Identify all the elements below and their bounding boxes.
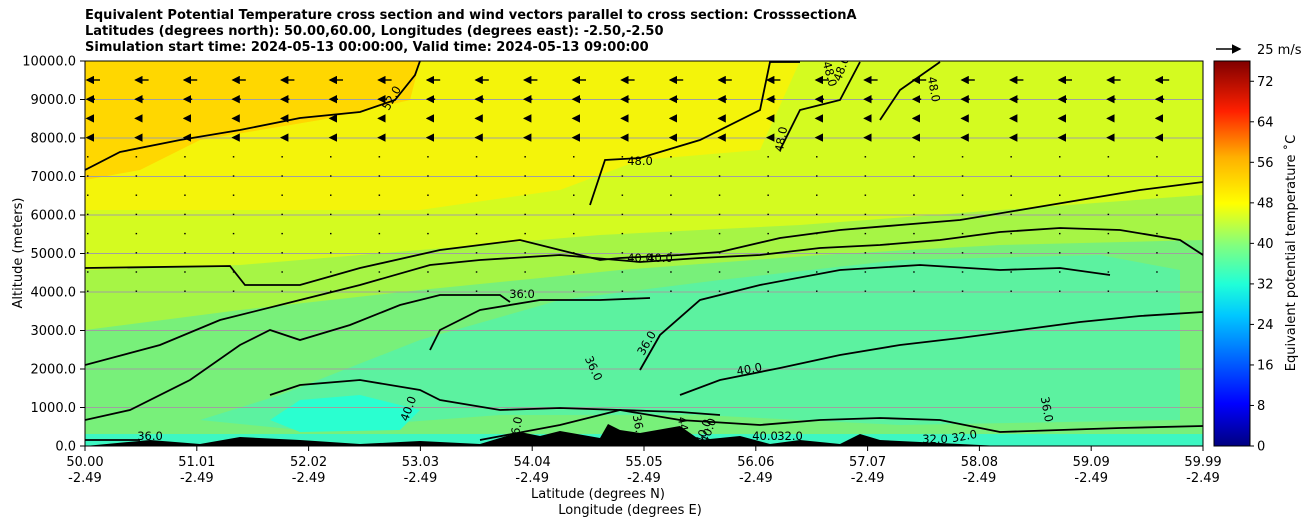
y-tick-label: 1000.0 (31, 401, 77, 416)
contour-label: 36.0 (137, 429, 163, 443)
x-tick-label-lon: -2.49 (404, 471, 438, 486)
chart-title: Equivalent Potential Temperature cross s… (85, 8, 857, 56)
x-tick-label-lat: 58.08 (961, 455, 998, 470)
x-tick-label-lat: 59.99 (1184, 455, 1221, 470)
y-tick-label: 4000.0 (31, 286, 77, 301)
colorbar-tick-label: 40 (1257, 237, 1274, 252)
y-axis-label: Altitude (meters) (11, 198, 26, 309)
contour-label: 40.0 (752, 429, 778, 443)
cold-core (200, 255, 1180, 430)
y-axis-ticks: 0.0 1000.0 2000.0 3000.0 4000.0 5000.0 6000.0 7… (22, 55, 85, 455)
y-tick-label: 3000.0 (31, 324, 77, 339)
colorbar-tick-label: 24 (1257, 318, 1274, 333)
x-tick-label-lon: -2.49 (292, 471, 326, 486)
title-line-3: Simulation start time: 2024-05-13 00:00:… (85, 40, 649, 55)
x-axis-label: Latitude (degrees N) (531, 487, 665, 502)
colorbar-ticks: 0 8 16 24 32 40 48 56 64 72 (1250, 75, 1274, 455)
contour-label: 40.0 (627, 251, 653, 265)
x-tick-label-lat: 59.09 (1073, 455, 1110, 470)
x-axis-ticks: 50.00-2.4951.01-2.4952.02-2.4953.03-2.49… (66, 446, 1222, 486)
y-tick-label: 9000.0 (31, 93, 77, 108)
colorbar-tick-label: 64 (1257, 115, 1274, 130)
colorbar-tick-label: 0 (1257, 440, 1265, 455)
x-tick-label-lat: 53.03 (402, 455, 439, 470)
x-tick-label-lon: -2.49 (627, 471, 661, 486)
y-tick-label: 10000.0 (22, 55, 76, 70)
wind-vectors (85, 75, 1170, 292)
terrain (85, 424, 1203, 446)
contour-lines (85, 61, 1203, 441)
y-tick-label: 6000.0 (31, 209, 77, 224)
title-line-1: Equivalent Potential Temperature cross s… (85, 8, 857, 23)
contour-label: 36.0 (1038, 395, 1056, 423)
contour-surface (479, 409, 1203, 441)
contour-label: 40.0 (647, 251, 673, 265)
contour-36 (85, 264, 1111, 421)
x-tick-label-lat: 55.05 (625, 455, 662, 470)
contour-label: 48.0 (820, 60, 840, 88)
x-tick-label-lon: -2.49 (963, 471, 997, 486)
x-tick-label-lat: 57.07 (849, 455, 886, 470)
colorbar-label: Equivalent potential temperature ˚C (1283, 135, 1299, 371)
colorbar-tick-label: 8 (1257, 399, 1265, 414)
y-tick-label: 5000.0 (31, 247, 77, 262)
x-tick-label-lon: -2.49 (1074, 471, 1108, 486)
colorbar-tick-label: 32 (1257, 277, 1274, 292)
x-tick-label-lon: -2.49 (1186, 471, 1220, 486)
x-tick-label-lat: 56.06 (737, 455, 774, 470)
coldest-core (270, 395, 420, 432)
x-tick-label-lon: -2.49 (515, 471, 549, 486)
wind-key: 25 m/s (1216, 43, 1302, 58)
colorbar-tick-label: 48 (1257, 196, 1274, 211)
contour-label: 36.0 (509, 287, 535, 301)
contour-label: 48.0 (772, 125, 790, 153)
title-line-2: Latitudes (degrees north): 50.00,60.00, … (85, 24, 664, 39)
y-tick-label: 8000.0 (31, 132, 77, 147)
y-tick-label: 2000.0 (31, 363, 77, 378)
contour-52 (85, 61, 421, 171)
contour-label: 40.0 (735, 360, 763, 378)
contour-label: 48.0 (627, 154, 653, 168)
y-tick-label: 0.0 (55, 440, 76, 455)
hot-region (85, 61, 420, 180)
colorbar-tick-label: 72 (1257, 75, 1274, 90)
x-tick-label-lon: -2.49 (851, 471, 885, 486)
contour-label: 32.0 (777, 429, 803, 443)
x-tick-label-lat: 54.04 (514, 455, 551, 470)
contour-48 (589, 61, 941, 206)
contour-40-upper (85, 181, 1203, 286)
x-tick-label-lat: 50.00 (66, 455, 103, 470)
wind-key-label: 25 m/s (1257, 43, 1302, 58)
x-tick-label-lat: 52.02 (290, 455, 327, 470)
x-tick-label-lat: 51.01 (178, 455, 215, 470)
x-axis-label-2: Longitude (degrees E) (558, 503, 702, 518)
colorbar-tick-label: 16 (1257, 358, 1274, 373)
colorbar-gradient (1213, 60, 1251, 447)
contour-label: 32.0 (950, 427, 978, 445)
contour-40-mid (85, 227, 1203, 366)
contour-32-36-lower (85, 311, 1203, 441)
plot-area: 52.048.048.048.048.048.040.040.036.036.0… (85, 60, 1203, 446)
contour-label: 48.0 (925, 75, 943, 103)
x-tick-label-lon: -2.49 (739, 471, 773, 486)
x-tick-label-lon: -2.49 (68, 471, 102, 486)
x-tick-label-lon: -2.49 (180, 471, 214, 486)
y-tick-label: 7000.0 (31, 170, 77, 185)
colorbar: 0 8 16 24 32 40 48 56 64 72 Equivalent potential … (1213, 60, 1299, 455)
colorbar-tick-label: 56 (1257, 156, 1274, 171)
